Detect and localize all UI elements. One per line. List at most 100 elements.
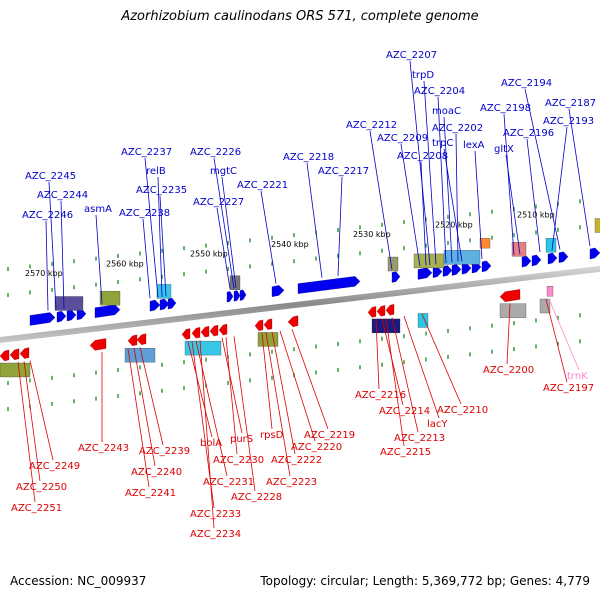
gene-arrow-reverse — [263, 318, 273, 330]
gene-arrow-forward — [531, 254, 542, 267]
gene-arrow-forward — [239, 289, 247, 301]
scale-label: 2550 kbp — [190, 249, 228, 258]
upper-feature-block — [594, 218, 600, 233]
upper-feature-block — [54, 296, 84, 311]
genome-backbone — [0, 199, 600, 412]
leader-line — [443, 148, 463, 262]
gene-arrow-reverse — [254, 319, 264, 331]
gene-label-upper: AZC_2245 — [25, 171, 76, 182]
gene-label-lower: AZC_2251 — [11, 503, 62, 514]
gene-label-upper: AZC_2217 — [318, 166, 369, 177]
gene-label-upper: AZC_2202 — [432, 123, 483, 134]
lower-feature-block — [0, 362, 31, 378]
leader-line — [400, 143, 421, 267]
leader-line — [60, 200, 65, 309]
scale-label: 2510 kbp — [517, 211, 555, 220]
leader-line — [17, 361, 36, 503]
leader-line — [23, 361, 41, 482]
gene-arrow-forward — [417, 267, 433, 280]
gene-label-upper: moaC — [432, 106, 461, 117]
map-title: Azorhizobium caulinodans ORS 571, comple… — [121, 9, 479, 24]
leader-line — [157, 176, 163, 297]
gene-label-upper: AZC_2196 — [503, 128, 554, 139]
gene-label-lower: AZC_2250 — [16, 482, 67, 493]
leader-line — [142, 218, 151, 299]
label-leaders — [17, 60, 591, 529]
leader-line — [443, 116, 453, 263]
leader-line — [385, 318, 405, 447]
gene-arrow-forward — [226, 291, 234, 303]
leader-line — [29, 360, 54, 461]
gene-label-lower: AZC_2241 — [125, 488, 176, 499]
trna-gene — [546, 286, 554, 297]
gene-label-upper: mgtC — [210, 166, 237, 177]
gene-arrow-reverse — [287, 315, 299, 328]
gene-label-upper: AZC_2244 — [37, 190, 88, 201]
gene-arrow-forward — [391, 271, 401, 283]
gene-arrow-reverse — [19, 347, 30, 359]
gene-arrow-reverse — [218, 323, 228, 336]
gene-label-upper: AZC_2226 — [190, 147, 241, 158]
gene-label-upper: trpC — [432, 138, 453, 149]
leader-line — [133, 348, 156, 467]
upper-feature-block — [99, 290, 121, 306]
leader-line — [221, 337, 243, 434]
leader-line — [545, 299, 568, 383]
gene-label-lower: AZC_2243 — [78, 443, 129, 454]
gene-arrow-forward — [29, 312, 56, 326]
leader-line — [568, 108, 591, 247]
leader-line — [306, 162, 323, 278]
leader-line — [144, 157, 159, 298]
gene-label-upper: AZC_2221 — [237, 180, 288, 191]
gene-arrow-forward — [94, 304, 121, 318]
gene-arrow-reverse — [181, 328, 191, 340]
feature-labels: 2570 kbp 2560 kbp 2550 kbp 2540 kbp 2530 kbp… — [11, 50, 596, 540]
gene-label-lower: lacY — [427, 419, 448, 430]
upper-feature-block — [545, 238, 557, 253]
gene-label-upper: AZC_2246 — [22, 210, 73, 221]
gene-label-lower: AZC_2223 — [266, 477, 317, 488]
gene-label-upper: AZC_2227 — [193, 197, 244, 208]
leader-line — [503, 113, 515, 256]
gene-label-lower: AZC_2215 — [380, 447, 431, 458]
gene-arrow-reverse — [0, 349, 10, 362]
leader-line — [279, 330, 316, 442]
leader-line — [199, 340, 215, 529]
leader-line — [505, 154, 521, 255]
topology-text: Topology: circular; Length: 5,369,772 bp… — [260, 574, 590, 588]
accession-text: Accession: NC_009937 — [10, 574, 147, 588]
gene-arrow-reverse — [127, 334, 138, 346]
leader-line — [213, 157, 235, 289]
feature-tracks — [0, 218, 600, 378]
gene-label-lower: AZC_2230 — [213, 455, 264, 466]
gene-label-upper: AZC_2218 — [283, 152, 334, 163]
leader-line — [409, 60, 431, 266]
leader-line — [524, 88, 561, 250]
leader-line — [455, 133, 459, 262]
gene-label-upper: trpD — [412, 70, 434, 81]
gene-label-upper: AZC_2209 — [377, 133, 428, 144]
upper-feature-block — [443, 250, 481, 265]
gene-label-lower: AZC_2239 — [139, 446, 190, 457]
gene-label-lower: AZC_2228 — [231, 492, 282, 503]
gene-label-upper: lexA — [463, 140, 485, 151]
gene-label-upper: relB — [146, 166, 166, 177]
scale-label: 2530 kbp — [353, 230, 391, 239]
leader-line — [548, 298, 580, 371]
leader-line — [551, 126, 568, 251]
scale-label: 2540 kbp — [271, 240, 309, 249]
leader-line — [506, 303, 511, 365]
gene-label-upper: AZC_2208 — [397, 151, 448, 162]
gene-arrow-forward — [66, 309, 77, 322]
gene-arrow-forward — [297, 276, 361, 294]
leader-line — [271, 331, 296, 455]
leader-line — [159, 195, 167, 297]
leader-line — [261, 332, 273, 430]
leader-line — [221, 176, 237, 289]
gene-label-upper: AZC_2212 — [346, 120, 397, 131]
gene-label-upper: AZC_2204 — [414, 86, 465, 97]
leader-line — [225, 337, 238, 455]
leader-line — [127, 348, 150, 488]
gene-arrow-reverse — [367, 306, 377, 318]
gene-label-lower: trnK — [567, 371, 588, 382]
